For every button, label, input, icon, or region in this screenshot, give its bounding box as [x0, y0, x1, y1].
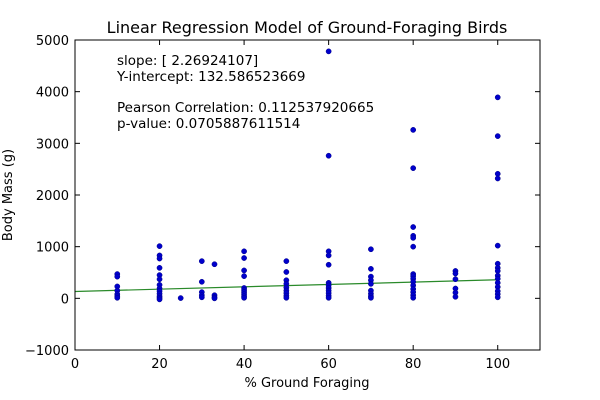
x-tick-label: 60	[320, 357, 337, 372]
data-point	[198, 294, 205, 301]
data-points	[114, 48, 501, 303]
data-point	[241, 294, 247, 301]
annotation-slope: slope: [ 2.26924107]	[117, 53, 258, 69]
data-point	[452, 276, 459, 283]
data-point	[177, 295, 184, 301]
data-point	[410, 165, 417, 171]
x-tick-label: 80	[405, 357, 422, 372]
data-point	[494, 294, 501, 301]
data-point	[325, 48, 332, 55]
data-point	[368, 246, 374, 253]
x-axis-label: % Ground Foraging	[244, 376, 369, 391]
data-point	[494, 175, 501, 182]
data-point	[368, 294, 374, 301]
data-point	[241, 273, 247, 279]
y-tick-label: 0	[61, 292, 69, 307]
data-point	[156, 296, 163, 303]
annotation-block: slope: [ 2.26924107] Y-intercept: 132.58…	[116, 53, 374, 132]
data-point	[494, 94, 501, 101]
annotation-pearson: Pearson Correlation: 0.112537920665	[117, 100, 374, 116]
chart-title: Linear Regression Model of Ground-Foragi…	[107, 18, 508, 37]
data-point	[156, 265, 163, 271]
data-point	[325, 294, 332, 301]
y-tick-label: 1000	[36, 241, 69, 256]
data-point	[325, 252, 332, 259]
x-tick-label: 0	[71, 357, 79, 372]
data-point	[114, 273, 121, 280]
y-tick-label: 3000	[36, 137, 69, 152]
data-point	[410, 235, 417, 241]
plot-frame	[74, 39, 541, 351]
data-point	[452, 293, 459, 300]
y-tick-label: −1000	[25, 344, 69, 359]
data-point	[283, 258, 290, 264]
data-point	[494, 242, 501, 249]
data-point	[368, 281, 374, 287]
data-point	[410, 243, 417, 250]
y-axis-label: Body Mass (g)	[1, 149, 16, 241]
x-tick-label: 100	[485, 357, 510, 372]
data-point	[325, 152, 332, 159]
data-point	[156, 243, 163, 249]
data-point	[325, 261, 332, 268]
data-point	[156, 276, 163, 283]
x-tick-label: 20	[151, 357, 168, 372]
data-point	[410, 127, 417, 133]
data-point	[241, 255, 247, 261]
plot-area	[75, 40, 540, 350]
data-point	[114, 294, 121, 301]
data-point	[198, 258, 205, 264]
y-tick-label: 4000	[36, 86, 69, 101]
data-point	[241, 267, 247, 274]
y-tick-label: 5000	[36, 34, 69, 49]
data-point	[198, 278, 205, 285]
x-tick-label: 40	[236, 357, 253, 372]
data-point	[211, 295, 218, 302]
y-tick-label: 2000	[36, 189, 69, 204]
data-point	[283, 294, 290, 301]
data-point	[410, 294, 417, 301]
data-point	[410, 224, 417, 230]
data-point	[211, 261, 218, 268]
data-point	[241, 248, 247, 255]
annotation-intercept: Y-intercept: 132.586523669	[116, 69, 305, 85]
data-point	[156, 255, 163, 262]
data-point	[368, 266, 374, 272]
data-point	[283, 269, 290, 275]
data-point	[452, 270, 459, 277]
data-point	[494, 133, 501, 139]
annotation-pvalue: p-value: 0.0705887611514	[117, 116, 300, 132]
